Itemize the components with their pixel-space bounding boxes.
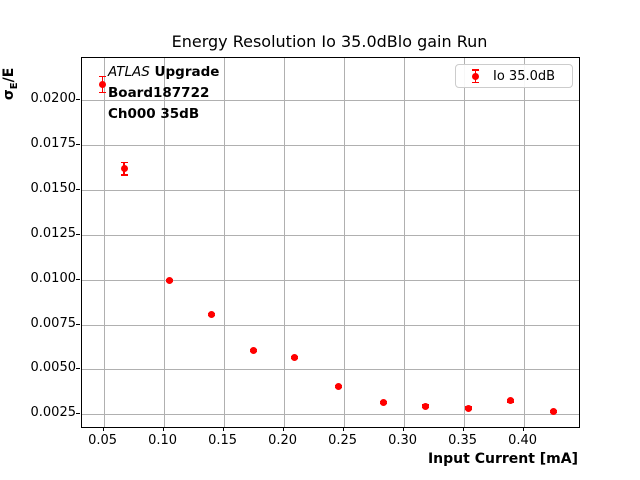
x-gridline [343, 58, 345, 427]
plot-area [81, 57, 580, 428]
scatter-marker [99, 80, 107, 88]
x-tick-mark [402, 427, 404, 431]
x-tick-label: 0.10 [148, 433, 178, 448]
x-tick-mark [522, 427, 524, 431]
scatter-marker [208, 311, 216, 318]
errorbar-marker-icon [471, 68, 480, 84]
annotation-block: ATLAS Upgrade Board187722 Ch000 35dB [108, 62, 219, 125]
scatter-marker [120, 165, 128, 173]
x-gridline [223, 58, 225, 427]
legend-box: Io 35.0dB [455, 64, 573, 88]
scatter-marker [335, 382, 343, 390]
y-tick-mark [76, 233, 80, 235]
y-tick-label: 0.0100 [30, 270, 77, 286]
x-gridline [403, 58, 405, 427]
error-bar-cap [99, 91, 107, 94]
error-bar-cap [99, 75, 107, 77]
error-bar-cap [120, 161, 128, 164]
y-tick-mark [76, 98, 80, 100]
legend-entry-label: Io 35.0dB [493, 68, 556, 84]
y-tick-mark [76, 188, 80, 190]
x-gridline [103, 58, 105, 427]
x-tick-mark [222, 427, 224, 431]
y-axis-label-rest: /E [1, 67, 18, 83]
x-tick-mark [282, 427, 284, 431]
x-tick-label: 0.25 [328, 433, 358, 448]
annotation-channel-gain: Ch000 35dB [108, 106, 200, 122]
chart-title: Energy Resolution Io 35.0dBlo gain Run [171, 32, 488, 51]
scatter-marker [379, 399, 387, 407]
x-gridline [283, 58, 285, 427]
x-tick-mark [162, 427, 164, 431]
y-gridline [82, 144, 579, 146]
y-gridline [82, 279, 579, 281]
y-gridline [82, 189, 579, 191]
x-tick-label: 0.30 [388, 433, 418, 448]
x-tick-mark [102, 427, 104, 431]
scatter-marker [507, 397, 515, 405]
scatter-marker [250, 346, 258, 354]
y-axis-label-sigma: σ [1, 89, 18, 101]
y-tick-label: 0.0125 [30, 225, 77, 241]
y-gridline [82, 234, 579, 236]
scatter-marker [550, 408, 558, 416]
annotation-line-1: ATLAS Upgrade [108, 62, 219, 83]
annotation-board-id: Board187722 [108, 85, 210, 101]
y-tick-label: 0.0050 [30, 360, 77, 376]
y-tick-label: 0.0075 [30, 315, 77, 331]
scatter-marker [465, 404, 473, 412]
y-tick-label: 0.0200 [30, 90, 77, 106]
y-tick-label: 0.0175 [30, 135, 77, 151]
x-axis-label: Input Current [mA] [427, 451, 578, 467]
y-tick-mark [76, 323, 80, 325]
x-gridline [463, 58, 465, 427]
y-tick-mark [76, 368, 80, 370]
annotation-upgrade-label: Upgrade [154, 64, 220, 80]
annotation-experiment-name: ATLAS [108, 64, 150, 80]
y-tick-mark [76, 278, 80, 280]
error-bar-cap [120, 174, 128, 176]
x-tick-mark [462, 427, 464, 431]
x-tick-label: 0.20 [268, 433, 298, 448]
y-gridline [82, 369, 579, 371]
y-tick-label: 0.0025 [30, 405, 77, 421]
y-tick-label: 0.0150 [30, 180, 77, 196]
scatter-marker [166, 276, 174, 284]
x-gridline [523, 58, 525, 427]
y-gridline [82, 414, 579, 416]
scatter-marker [421, 402, 429, 410]
y-gridline [82, 99, 579, 101]
scatter-marker [291, 354, 299, 362]
x-tick-mark [342, 427, 344, 431]
x-gridline [163, 58, 165, 427]
x-tick-label: 0.35 [448, 433, 478, 448]
x-tick-label: 0.15 [208, 433, 238, 448]
x-tick-label: 0.40 [508, 433, 538, 448]
y-tick-mark [76, 143, 80, 145]
y-axis-label-subscript: E [8, 82, 20, 90]
y-gridline [82, 324, 579, 326]
y-axis-label: σE/E [1, 44, 23, 124]
y-tick-mark [76, 413, 80, 415]
x-tick-label: 0.05 [88, 433, 118, 448]
